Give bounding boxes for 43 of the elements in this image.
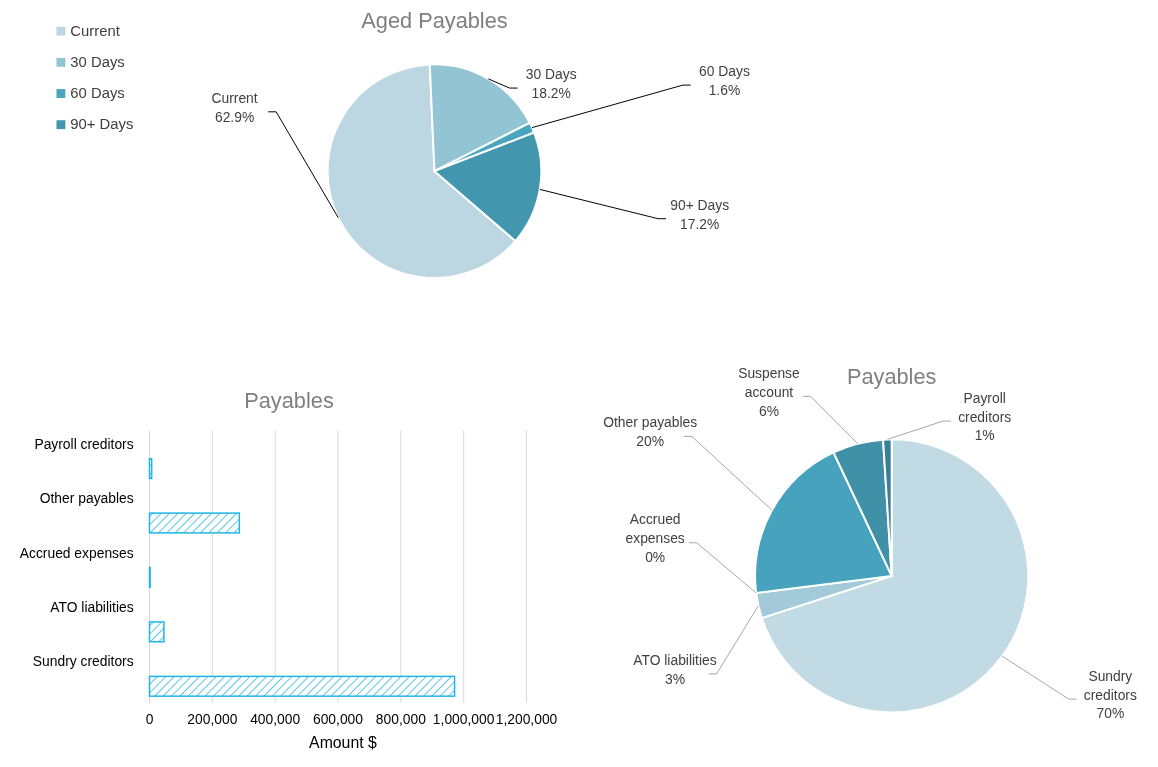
- y-tick-label: Payroll creditors: [34, 435, 134, 452]
- y-tick-label: ATO liabilities: [50, 599, 134, 616]
- chart-title: Payables: [846, 363, 937, 389]
- legend-label: 90+ Days: [70, 116, 134, 133]
- bar: [148, 621, 165, 643]
- slice-label: Current: [211, 89, 258, 106]
- chart-title: Aged Payables: [361, 7, 508, 33]
- text: 0%: [645, 549, 666, 566]
- x-tick-label: 800,000: [375, 711, 427, 728]
- legend-label: 60 Days: [70, 84, 125, 101]
- chart-title: Payables: [244, 387, 334, 413]
- slice-label: 90+ Days: [670, 196, 730, 213]
- x-tick-label: 200,000: [187, 711, 238, 728]
- x-tick-label: 1,200,000: [495, 711, 558, 728]
- slice-label: Payroll creditors: [958, 389, 1012, 425]
- slice-label: ATO liabilities: [633, 651, 717, 668]
- category-label: Accrued expenses: [625, 511, 685, 547]
- slice-label: Suspense account: [738, 365, 801, 400]
- y-tick-label: Other payables: [39, 490, 134, 507]
- x-tick-label: 600,000: [312, 711, 364, 728]
- data-label: 62.9%: [214, 108, 255, 125]
- slice-label: 60 Days: [699, 63, 750, 80]
- data-label: 1%: [974, 427, 995, 444]
- slice-label: Sundry creditors: [1083, 667, 1137, 703]
- bar: [148, 512, 241, 534]
- x-tick-label: 400,000: [250, 711, 301, 728]
- slice-label: 30 Days: [525, 66, 577, 83]
- slice-label: Other payables: [603, 414, 698, 431]
- data-label: 1.6%: [708, 82, 741, 98]
- data-label: 18.2%: [531, 84, 571, 101]
- y-tick-label: Sundry creditors: [32, 653, 134, 670]
- data-label: 20%: [636, 433, 665, 450]
- legend-label: Current: [70, 22, 121, 39]
- legend-label: 30 Days: [70, 53, 125, 70]
- x-tick-label: 1,000,000: [432, 711, 495, 728]
- data-label: 70%: [1096, 705, 1125, 722]
- y-tick-label: Accrued expenses: [19, 544, 134, 561]
- data-label: 3%: [664, 670, 685, 687]
- data-label: 6%: [758, 402, 779, 419]
- x-tick-label: 0: [145, 711, 154, 728]
- bar: [148, 675, 456, 697]
- x-axis-title: Amount $: [309, 734, 378, 752]
- data-label: 17.2%: [680, 215, 720, 232]
